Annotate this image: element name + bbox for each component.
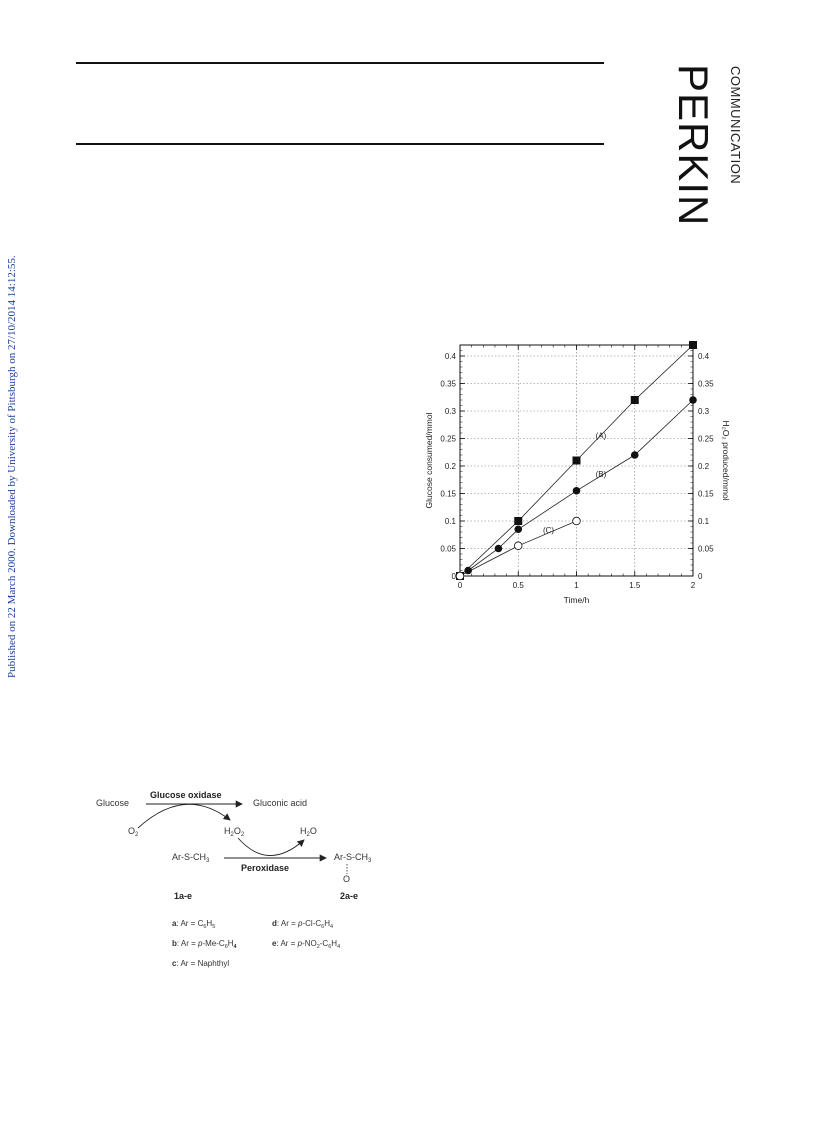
product-label: Ar-S-CH3 xyxy=(334,852,372,864)
series-c-point xyxy=(572,516,581,526)
substrate-label: Ar-S-CH3 xyxy=(172,852,210,864)
y2-tick-label: 0.35 xyxy=(698,380,714,389)
sulfoxide-oxygen: O xyxy=(343,874,350,884)
x-tick-label: 1.5 xyxy=(629,581,641,590)
h2o2-label: H2O2 xyxy=(224,826,245,838)
y-tick-label: 0.1 xyxy=(445,517,457,526)
series-name-label: (B) xyxy=(596,470,607,479)
y-tick-label: 0.4 xyxy=(445,352,457,361)
series-b-point xyxy=(630,451,639,459)
y-axis-label: Glucose consumed/mmol xyxy=(424,412,434,508)
chart-ticks xyxy=(459,344,694,577)
journal-brand: PERKIN xyxy=(670,64,717,227)
series-a-point xyxy=(572,456,581,465)
definition-b: b: Ar = p-Me-C6H4 xyxy=(172,939,238,950)
substrate-compound-label: 1a-e xyxy=(174,891,192,901)
x-tick-label: 0 xyxy=(458,581,463,590)
y2-tick-label: 0.4 xyxy=(698,352,710,361)
y2-axis-label: H₂O₂ produced/mmol xyxy=(721,420,731,500)
definition-e: e: Ar = p-NO2-C6H4 xyxy=(272,939,340,950)
kinetics-chart: 0 0.5 1 1.5 20 00.05 0.050.1 0.10.15 0.150.2 0.20… xyxy=(424,341,731,605)
peroxidase-label: Peroxidase xyxy=(241,863,289,873)
series-c-point xyxy=(455,571,465,581)
y-tick-label: 0 xyxy=(452,572,457,581)
x-tick-label: 1 xyxy=(574,581,579,590)
y2-tick-label: 0 xyxy=(698,572,703,581)
publication-sidenote[interactable]: Published on 22 March 2000. Downloaded b… xyxy=(6,255,18,678)
series-line xyxy=(467,399,694,571)
oxygen-label: O2 xyxy=(128,826,139,838)
series-a-point xyxy=(689,341,697,349)
x-axis-label: Time/h xyxy=(564,595,590,605)
y2-tick-label: 0.2 xyxy=(698,462,710,471)
glucose-oxidase-label: Glucose oxidase xyxy=(150,790,222,800)
series-name-label: (C) xyxy=(543,526,554,535)
series-b-point xyxy=(514,525,523,534)
y2-tick-label: 0.05 xyxy=(698,545,714,554)
y2-tick-label: 0.3 xyxy=(698,407,710,416)
y-tick-label: 0.2 xyxy=(445,462,457,471)
water-label: H2O xyxy=(300,826,317,838)
definition-a: a: Ar = C6H5 xyxy=(172,919,215,930)
series-a-point xyxy=(630,396,639,404)
x-tick-label: 2 xyxy=(691,581,696,590)
series-name-label: (A) xyxy=(596,432,607,441)
series-b-point xyxy=(689,396,697,404)
reaction-scheme: Glucose Glucose oxidase Gluconic acid O2… xyxy=(96,790,372,968)
chart-labels: 0 0.5 1 1.5 20 00.05 0.050.1 0.10.15 0.150.2 0.20… xyxy=(424,352,731,605)
series-b-point xyxy=(494,544,503,553)
y-tick-label: 0.35 xyxy=(440,380,456,389)
gluconic-acid-label: Gluconic acid xyxy=(253,798,307,808)
y2-tick-label: 0.15 xyxy=(698,490,714,499)
y2-tick-label: 0.1 xyxy=(698,517,710,526)
series-b-point xyxy=(464,566,472,575)
series-c-point xyxy=(514,541,523,550)
definition-c: c: Ar = Naphthyl xyxy=(172,959,229,968)
x-tick-label: 0.5 xyxy=(513,581,525,590)
chart-markers xyxy=(455,341,697,581)
o2-curved-arrow xyxy=(137,803,231,829)
definition-d: d: Ar = p-Cl-C6H4 xyxy=(272,919,333,930)
y-tick-label: 0.3 xyxy=(445,407,457,416)
series-b-point xyxy=(572,486,581,495)
header-rule-bottom xyxy=(76,143,604,145)
y-tick-label: 0.25 xyxy=(440,435,456,444)
y2-tick-label: 0.25 xyxy=(698,435,714,444)
y-tick-label: 0.15 xyxy=(440,490,456,499)
product-compound-label: 2a-e xyxy=(340,891,358,901)
glucose-label: Glucose xyxy=(96,798,129,808)
section-label: COMMUNICATION xyxy=(728,66,743,185)
series-a-point xyxy=(514,517,523,525)
h2o2-curved-arrow xyxy=(237,837,305,856)
y-tick-label: 0.05 xyxy=(440,545,456,554)
header-rule-top xyxy=(76,62,604,64)
